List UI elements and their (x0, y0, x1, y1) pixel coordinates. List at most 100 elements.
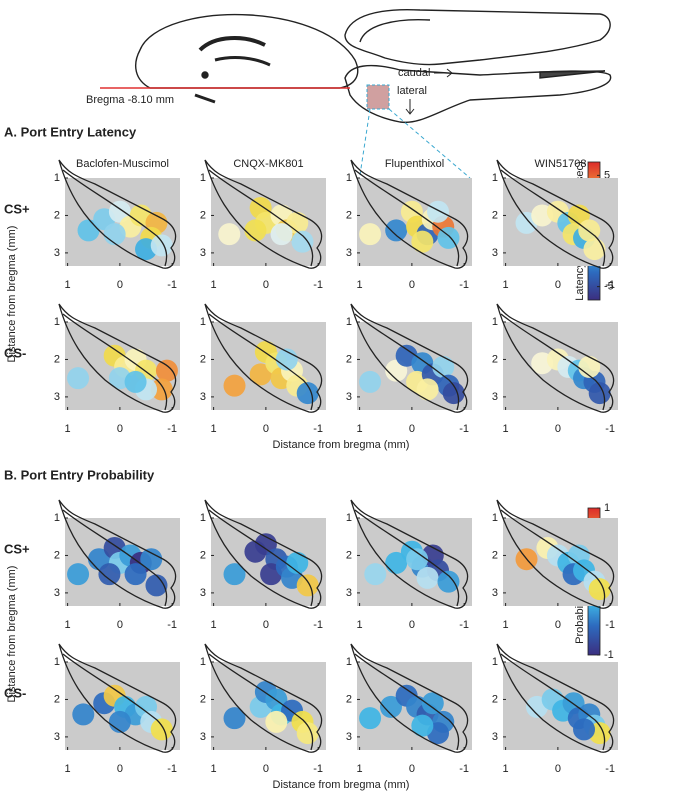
row-label: CS+ (4, 541, 30, 556)
points (515, 200, 606, 261)
column-title: CNQX-MK801 (233, 158, 303, 170)
y-tick-label: 3 (492, 731, 498, 743)
y-tick-label: 2 (54, 549, 60, 561)
point (67, 563, 90, 586)
colorbar-tick-label: -1 (604, 649, 614, 661)
arrow (434, 68, 453, 78)
point (385, 551, 408, 574)
x-tick-label: 1 (65, 619, 71, 631)
points (72, 684, 173, 741)
point (150, 234, 173, 257)
x-tick-label: 0 (409, 619, 415, 631)
y-tick-label: 3 (346, 247, 352, 259)
section-title: B. Port Entry Probability (4, 467, 155, 482)
y-tick-label: 2 (492, 549, 498, 561)
point (432, 355, 455, 378)
y-tick-label: 1 (346, 172, 352, 184)
point (244, 219, 267, 242)
y-tick-label: 1 (200, 656, 206, 668)
y-tick-label: 3 (200, 391, 206, 403)
column-title: WIN51708 (535, 158, 587, 170)
y-tick-label: 3 (492, 587, 498, 599)
x-tick-label: -1 (459, 619, 469, 631)
point (385, 219, 408, 242)
y-tick-label: 3 (54, 391, 60, 403)
region-outline (208, 313, 314, 411)
region-outline (354, 509, 460, 607)
y-tick-label: 1 (492, 316, 498, 328)
x-tick-label: 1 (65, 279, 71, 291)
point (416, 566, 439, 589)
point (437, 226, 460, 249)
x-tick-label: -1 (459, 763, 469, 775)
point (124, 370, 147, 393)
point (145, 574, 168, 597)
y-tick-label: 2 (200, 549, 206, 561)
region-outline (62, 169, 168, 267)
y-tick-label: 2 (54, 693, 60, 705)
points (364, 540, 460, 593)
x-tick-label: 1 (357, 423, 363, 435)
y-tick-label: 2 (200, 693, 206, 705)
point (249, 363, 272, 386)
point (155, 359, 178, 382)
y-tick-label: 2 (54, 209, 60, 221)
x-tick-label: 0 (555, 619, 561, 631)
x-tick-label: -1 (313, 619, 323, 631)
region-outline (208, 169, 314, 267)
point (265, 710, 288, 733)
x-tick-label: 0 (263, 423, 269, 435)
y-tick-label: 1 (346, 512, 352, 524)
y-axis-label: Distance from bregma (mm) (6, 226, 18, 363)
inset-box (366, 84, 390, 110)
y-tick-label: 3 (54, 247, 60, 259)
region-outline (500, 169, 606, 267)
point (364, 563, 387, 586)
point (223, 707, 246, 730)
y-tick-label: 1 (200, 316, 206, 328)
y-tick-label: 2 (346, 549, 352, 561)
y-tick-label: 2 (200, 209, 206, 221)
y-tick-label: 1 (200, 512, 206, 524)
y-tick-label: 2 (54, 353, 60, 365)
point (150, 378, 173, 401)
y-tick-label: 1 (54, 512, 60, 524)
region-outline (208, 653, 314, 751)
point (286, 551, 309, 574)
point (359, 223, 382, 246)
x-tick-label: 0 (263, 763, 269, 775)
y-tick-label: 2 (346, 693, 352, 705)
point (427, 200, 450, 223)
point (588, 578, 611, 601)
point (416, 378, 439, 401)
x-tick-label: -1 (313, 279, 323, 291)
point (411, 230, 434, 253)
x-tick-label: 1 (503, 423, 509, 435)
region-outline (354, 653, 460, 751)
x-tick-label: 1 (357, 279, 363, 291)
points (359, 344, 465, 405)
inset-line (388, 108, 471, 179)
inset-line (359, 108, 371, 176)
point (421, 692, 444, 715)
y-tick-label: 3 (200, 731, 206, 743)
y-tick-label: 2 (200, 353, 206, 365)
x-tick-label: 1 (211, 423, 217, 435)
y-tick-label: 2 (492, 693, 498, 705)
point (223, 374, 246, 397)
y-tick-label: 3 (492, 247, 498, 259)
point (442, 382, 465, 405)
point (359, 370, 382, 393)
x-tick-label: 1 (211, 619, 217, 631)
column-title: Flupenthixol (385, 158, 444, 170)
x-tick-label: -1 (313, 423, 323, 435)
point (578, 355, 601, 378)
y-tick-label: 3 (54, 587, 60, 599)
x-tick-label: 1 (211, 279, 217, 291)
x-tick-label: 0 (409, 279, 415, 291)
x-tick-label: -1 (605, 619, 615, 631)
point (286, 211, 309, 234)
point (218, 223, 241, 246)
x-tick-label: -1 (605, 279, 615, 291)
x-tick-label: 1 (503, 763, 509, 775)
